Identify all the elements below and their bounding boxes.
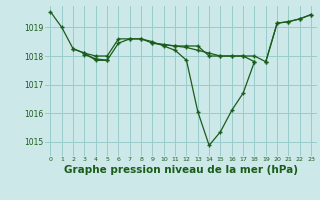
X-axis label: Graphe pression niveau de la mer (hPa): Graphe pression niveau de la mer (hPa) — [64, 165, 298, 175]
